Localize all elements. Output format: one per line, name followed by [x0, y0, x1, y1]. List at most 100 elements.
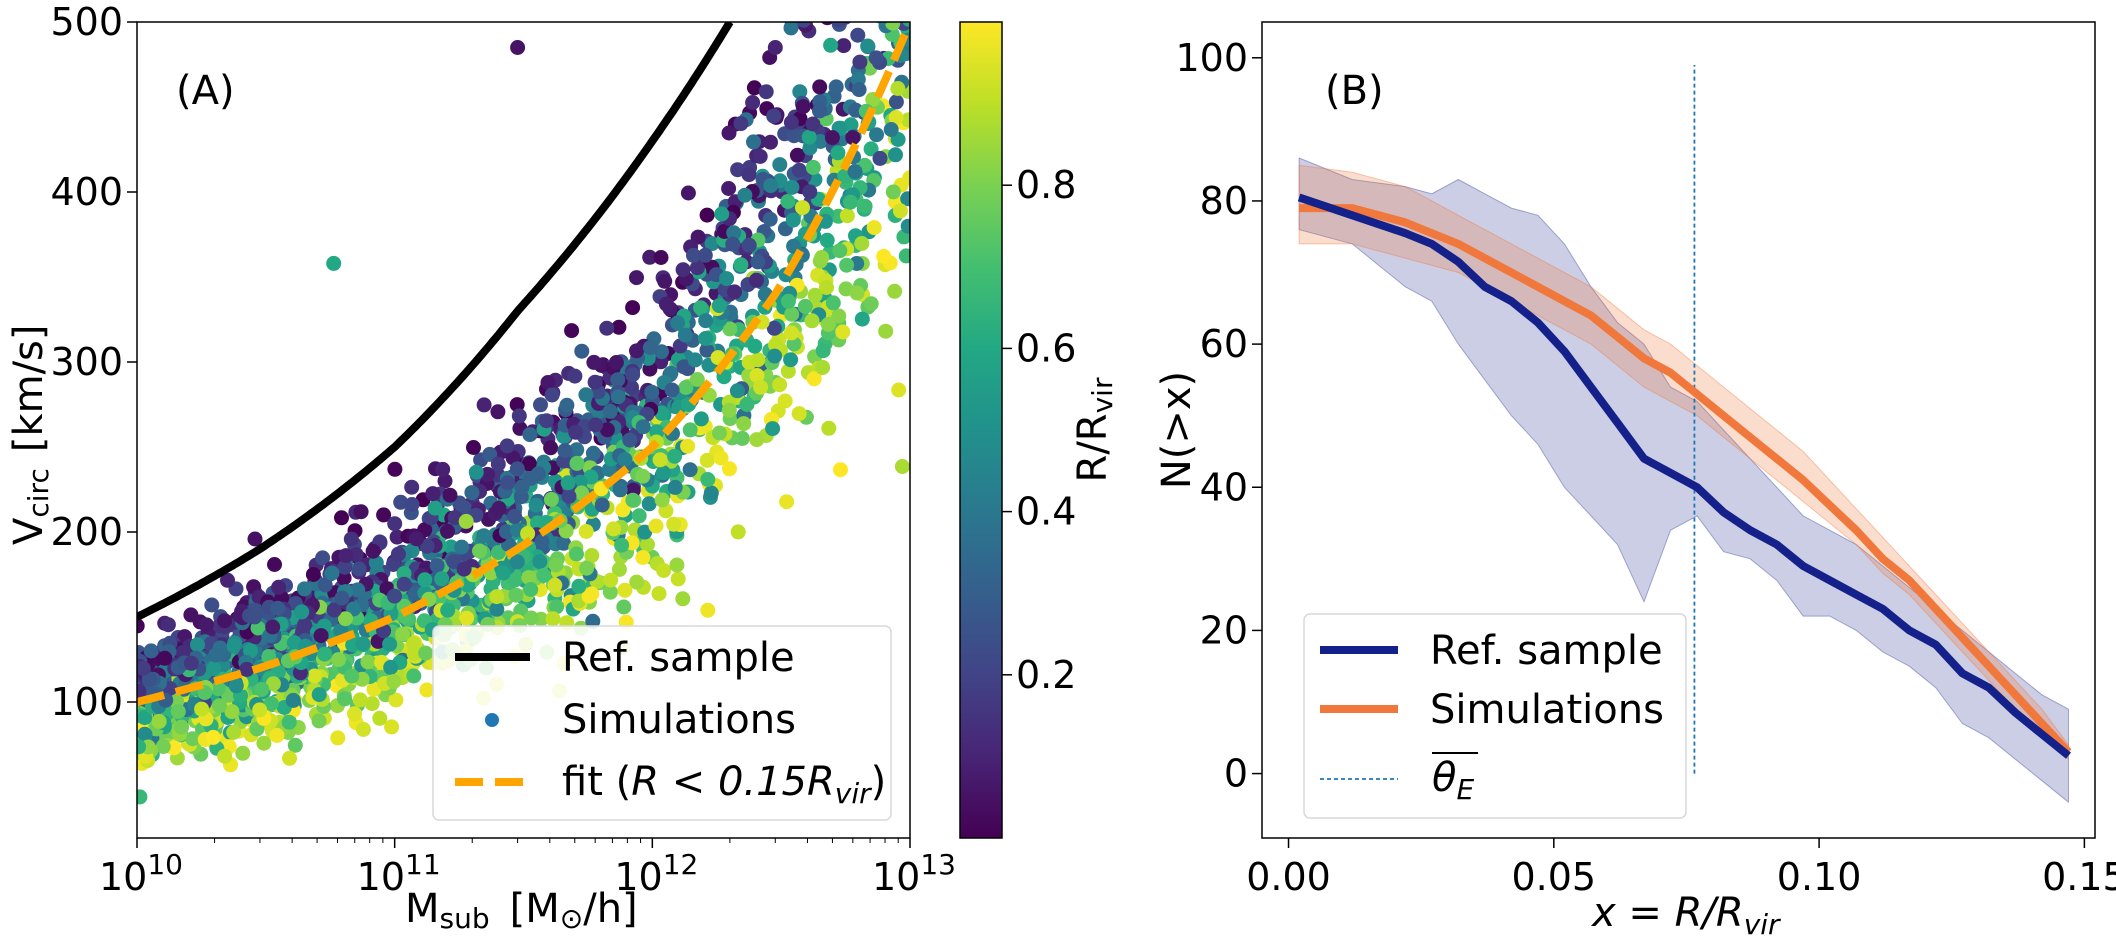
scatter-point	[549, 599, 565, 615]
scatter-point	[226, 638, 242, 654]
scatter-point	[891, 382, 907, 398]
scatter-point	[490, 456, 506, 472]
scatter-point	[569, 455, 585, 471]
scatter-point	[511, 408, 527, 424]
scatter-point	[311, 687, 327, 703]
scatter-point	[746, 80, 762, 96]
scatter-point	[699, 342, 715, 358]
scatter-point	[265, 676, 281, 692]
scatter-point	[783, 352, 799, 368]
scatter-point	[617, 452, 633, 468]
scatter-point	[343, 531, 359, 547]
scatter-point	[888, 0, 903, 11]
scatter-point	[616, 599, 632, 615]
scatter-point	[521, 456, 537, 472]
scatter-point	[868, 50, 884, 66]
scatter-point	[587, 374, 603, 390]
scatter-point	[772, 157, 788, 173]
scatter-point	[567, 368, 583, 384]
scatter-point	[224, 704, 240, 720]
scatter-point	[212, 698, 228, 714]
scatter-point	[389, 529, 405, 545]
scatter-point	[704, 236, 720, 252]
panel-a: 1010 1011 1012 1013 100 200 300 400 500 (A) Msu…	[6, 0, 1119, 935]
scatter-point	[137, 660, 151, 676]
scatter-point	[894, 459, 910, 474]
scatter-point	[508, 587, 524, 603]
scatter-point	[556, 429, 572, 445]
scatter-point	[514, 479, 530, 495]
y-tick-label: 20	[1200, 608, 1248, 652]
panel-a-frame	[136, 21, 911, 839]
scatter-point	[711, 425, 727, 441]
scatter-point	[750, 254, 766, 270]
scatter-point	[892, 203, 908, 219]
scatter-point	[509, 554, 525, 570]
scatter-point	[435, 461, 451, 477]
scatter-point	[578, 387, 594, 403]
scatter-point	[783, 325, 799, 341]
scatter-point	[733, 257, 749, 273]
scatter-point	[689, 372, 705, 387]
scatter-point	[466, 440, 481, 455]
scatter-point	[285, 692, 301, 708]
scatter-point	[863, 296, 879, 312]
scatter-point	[823, 37, 839, 53]
scatter-point	[730, 524, 746, 540]
scatter-point	[429, 558, 445, 574]
scatter-point	[693, 411, 709, 427]
scatter-point	[888, 147, 903, 163]
scatter-point	[686, 247, 701, 263]
scatter-point	[406, 668, 422, 684]
scatter-point	[472, 543, 487, 559]
scatter-point	[547, 577, 563, 593]
scatter-point	[721, 181, 737, 196]
colorbar-tick-label: 0.8	[1016, 163, 1076, 207]
scatter-point	[396, 576, 412, 592]
scatter-point	[539, 413, 554, 429]
scatter-point	[442, 487, 458, 503]
scatter-point	[700, 472, 716, 487]
scatter-point	[831, 308, 847, 324]
scatter-point	[331, 652, 346, 668]
scatter-point	[680, 438, 696, 454]
scatter-point	[753, 379, 769, 395]
scatter-point	[338, 548, 354, 564]
scatter-point	[256, 735, 272, 751]
scatter-point	[839, 208, 855, 224]
ref-sample-curve	[137, 22, 734, 621]
scatter-point	[747, 338, 763, 354]
scatter-point	[579, 560, 595, 576]
scatter-point	[730, 162, 746, 178]
scatter-point	[791, 162, 807, 178]
scatter-point	[606, 521, 621, 537]
scatter-point	[490, 545, 506, 560]
scatter-point	[396, 566, 412, 581]
scatter-point	[763, 178, 779, 194]
scatter-point	[699, 452, 715, 468]
scatter-point	[174, 719, 190, 735]
scatter-point	[482, 446, 498, 462]
scatter-point	[210, 681, 226, 697]
scatter-point	[682, 422, 698, 438]
scatter-point	[376, 507, 392, 523]
scatter-point	[795, 200, 810, 216]
scatter-point	[780, 194, 796, 209]
scatter-point	[821, 22, 834, 26]
scatter-point	[247, 531, 263, 547]
scatter-point	[670, 571, 686, 587]
scatter-point	[454, 539, 470, 555]
scatter-point	[347, 706, 362, 722]
y-tick-label: 400	[50, 170, 123, 214]
scatter-point	[198, 617, 214, 633]
ref-sample-line	[1297, 193, 2072, 759]
scatter-point	[247, 609, 263, 625]
scatter-point	[533, 397, 548, 413]
scatter-point	[294, 604, 310, 620]
scatter-point	[805, 116, 821, 132]
scatter-point	[388, 692, 404, 708]
scatter-point	[265, 619, 281, 635]
scatter-point	[669, 557, 685, 573]
scatter-point	[393, 494, 409, 510]
scatter-point	[337, 559, 353, 575]
